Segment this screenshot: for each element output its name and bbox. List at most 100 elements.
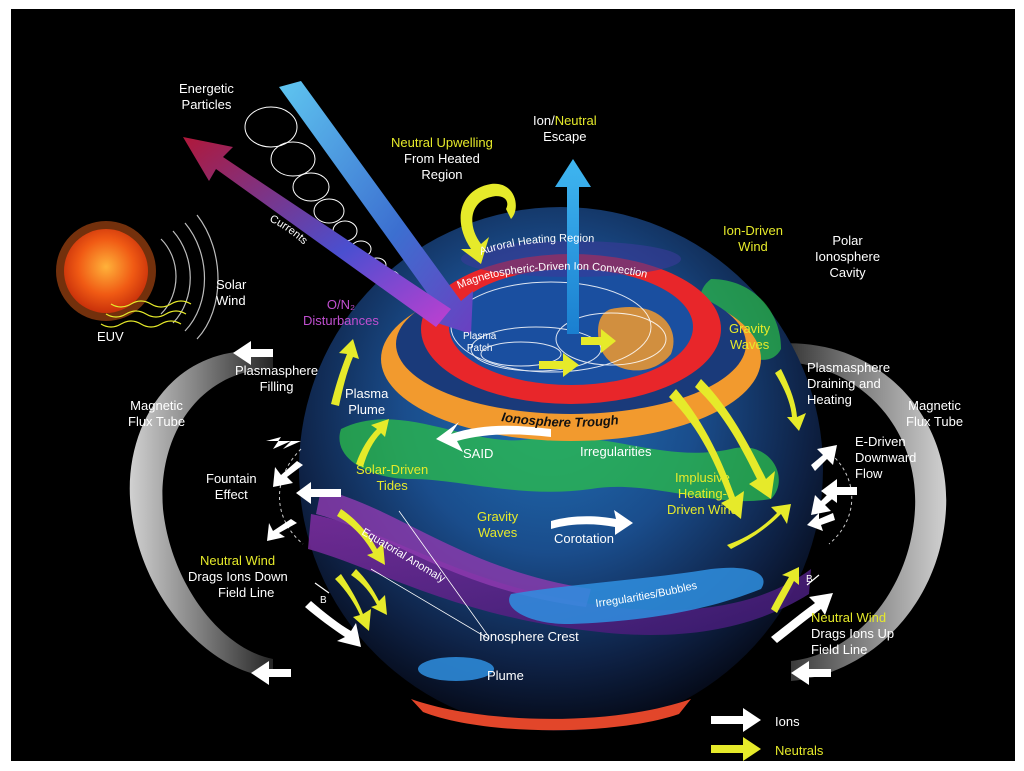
euv-label: EUV bbox=[97, 329, 124, 345]
e-driven-line-3: Flow bbox=[855, 466, 883, 481]
solar-tides-arrow bbox=[356, 419, 389, 467]
b-right-label: B bbox=[806, 574, 813, 586]
neutral-wind-right-line-1: Neutral Wind bbox=[811, 610, 887, 625]
legend-ions-text: Ions bbox=[775, 714, 800, 729]
flux-tube-right-line-1: Magnetic bbox=[908, 398, 961, 413]
polar-cavity-line-1: Polar bbox=[832, 233, 863, 248]
gravity-waves-mid-label: Gravity Waves bbox=[477, 509, 518, 541]
gravity-waves-mid-line-1: Gravity bbox=[477, 509, 519, 524]
gravity-waves-top-line-2: Waves bbox=[729, 337, 770, 352]
solar-wind-line-1: Solar bbox=[216, 277, 247, 292]
neutral-upwelling-label: Neutral Upwelling From Heated Region bbox=[391, 135, 493, 183]
convection-streamlines bbox=[450, 281, 667, 373]
energetic-particles-line-1: Energetic bbox=[179, 81, 234, 96]
upwelling-arrow bbox=[460, 183, 516, 264]
euv-rays bbox=[100, 300, 192, 328]
plasma-patch-line-1: Plasma bbox=[463, 331, 497, 342]
neutral-wind-right-arrow bbox=[771, 567, 799, 613]
euv-text: EUV bbox=[97, 329, 124, 344]
implusive-line-3: Driven Wind bbox=[667, 502, 738, 517]
plasmasphere-filling-line-2: Filling bbox=[259, 379, 294, 394]
fountain-effect-label: Fountain Effect bbox=[206, 471, 257, 503]
legend-neutrals-text: Neutrals bbox=[775, 743, 824, 758]
e-driven-flow-label: E-Driven Downward Flow bbox=[855, 434, 916, 482]
neutral-wind-left-line-3: Field Line bbox=[218, 585, 275, 600]
on2-line-1: O/N₂ bbox=[326, 297, 356, 312]
b-vector-right bbox=[806, 574, 820, 586]
plasmasphere-draining-line-3: Heating bbox=[807, 392, 852, 407]
gravity-waves-mid-line-2: Waves bbox=[477, 525, 518, 540]
ion-arrows-right bbox=[807, 445, 857, 531]
polar-cavity-line-2: Ionosphere bbox=[815, 249, 881, 264]
diagram-frame: Auroral Heating Region Magnetospheric-Dr… bbox=[11, 9, 1015, 761]
flux-tube-left-line-2: Flux Tube bbox=[128, 414, 186, 429]
on2-line-2: Disturbances bbox=[303, 313, 379, 328]
neutral-upwelling-line-2: From Heated bbox=[404, 151, 480, 166]
e-driven-line-2: Downward bbox=[855, 450, 917, 465]
said-label: SAID bbox=[463, 446, 493, 462]
solar-wind-arcs bbox=[160, 214, 219, 340]
plasmasphere-draining-line-1: Plasmasphere bbox=[807, 360, 891, 375]
green-patch-right bbox=[700, 279, 781, 360]
neutral-wind-left-label: Neutral Wind Drags Ions Down Field Line bbox=[188, 553, 288, 601]
flux-tube-right-line-2: Flux Tube bbox=[906, 414, 964, 429]
plasmasphere-filling-line-1: Plasmasphere bbox=[235, 363, 319, 378]
flux-tube-left-line-1: Magnetic bbox=[130, 398, 183, 413]
plume-region bbox=[418, 657, 494, 681]
gravity-waves-top-arrow bbox=[775, 369, 806, 431]
said-text: SAID bbox=[463, 446, 494, 461]
solar-tides-line-2: Tides bbox=[376, 478, 408, 493]
right-edge-neutral-arrow bbox=[727, 504, 791, 549]
implusive-line-1: Implusive bbox=[674, 470, 730, 485]
b-left-text: B bbox=[320, 595, 327, 606]
implusive-heating-arrow-2 bbox=[669, 389, 744, 519]
plasma-patch-line-2: Patch bbox=[466, 343, 493, 354]
flux-tube-bottom-right-arrow bbox=[791, 661, 831, 685]
neutral-wind-left-arrow-2 bbox=[351, 569, 387, 615]
cap-neutral-arrow bbox=[539, 353, 579, 377]
gravity-waves-top-line-1: Gravity bbox=[729, 321, 771, 336]
implusive-line-2: Heating- bbox=[677, 486, 727, 501]
said-arrow bbox=[436, 422, 551, 452]
solar-wind-label: Solar Wind bbox=[216, 277, 246, 309]
solar-wind-line-2: Wind bbox=[216, 293, 246, 308]
energetic-particles-line-2: Particles bbox=[181, 97, 232, 112]
plasma-plume-label: Plasma Plume bbox=[345, 386, 388, 418]
solar-driven-tides-label: Solar-Driven Tides bbox=[356, 462, 428, 494]
ion-driven-wind-label: Ion-Driven Wind bbox=[723, 223, 783, 255]
ionosphere-crest-label: Ionosphere Crest bbox=[479, 629, 579, 645]
corotation-arrow bbox=[551, 510, 633, 535]
irregularities-text: Irregularities bbox=[580, 444, 652, 459]
energetic-particles-arrow bbox=[279, 81, 473, 334]
plasmasphere-ion-arrow-left bbox=[233, 341, 273, 365]
implusive-heating-arrow-1 bbox=[695, 379, 775, 499]
legend-neutrals-arrow bbox=[711, 737, 761, 761]
corotation-text: Corotation bbox=[554, 531, 614, 546]
legend-neutrals-label: Neutrals bbox=[775, 743, 823, 759]
neutral-wind-right-line-2: Drags Ions Up bbox=[811, 626, 895, 641]
plasmasphere-filling-label: Plasmasphere Filling bbox=[235, 363, 318, 395]
neutral-wind-left-line-1: Neutral Wind bbox=[200, 553, 276, 568]
escape-arrow bbox=[555, 159, 591, 334]
b-left-label: B bbox=[320, 595, 327, 607]
flux-tube-right-label: Magnetic Flux Tube bbox=[906, 398, 963, 430]
plasmasphere-filling-arrow bbox=[331, 339, 359, 406]
flux-tube-bottom-left-arrow bbox=[251, 661, 291, 685]
implusive-heating-label: Implusive Heating- Driven Wind bbox=[667, 470, 738, 518]
plume-label: Plume bbox=[487, 668, 524, 684]
irregularities-label: Irregularities bbox=[580, 444, 652, 460]
ion-driven-wind-line-2: Wind bbox=[738, 239, 768, 254]
b-vector-left bbox=[314, 582, 330, 594]
neutral-upwelling-line-3: Region bbox=[421, 167, 463, 182]
crest-leader-lines bbox=[370, 510, 490, 640]
diagram-artwork: Auroral Heating Region Magnetospheric-Dr… bbox=[56, 81, 947, 761]
energetic-particles-label: Energetic Particles bbox=[179, 81, 234, 113]
plasmasphere-draining-line-2: Draining and bbox=[807, 376, 881, 391]
neutral-wind-left-line-2: Drags Ions Down bbox=[188, 569, 288, 584]
escape-neutral-word: Neutral bbox=[554, 113, 597, 128]
plasma-patch-label: Plasma Patch bbox=[463, 331, 496, 355]
neutral-wind-right-line-3: Field Line bbox=[811, 642, 868, 657]
sun-icon bbox=[56, 221, 156, 321]
e-driven-line-1: E-Driven bbox=[855, 434, 906, 449]
flux-tube-right bbox=[771, 343, 947, 681]
